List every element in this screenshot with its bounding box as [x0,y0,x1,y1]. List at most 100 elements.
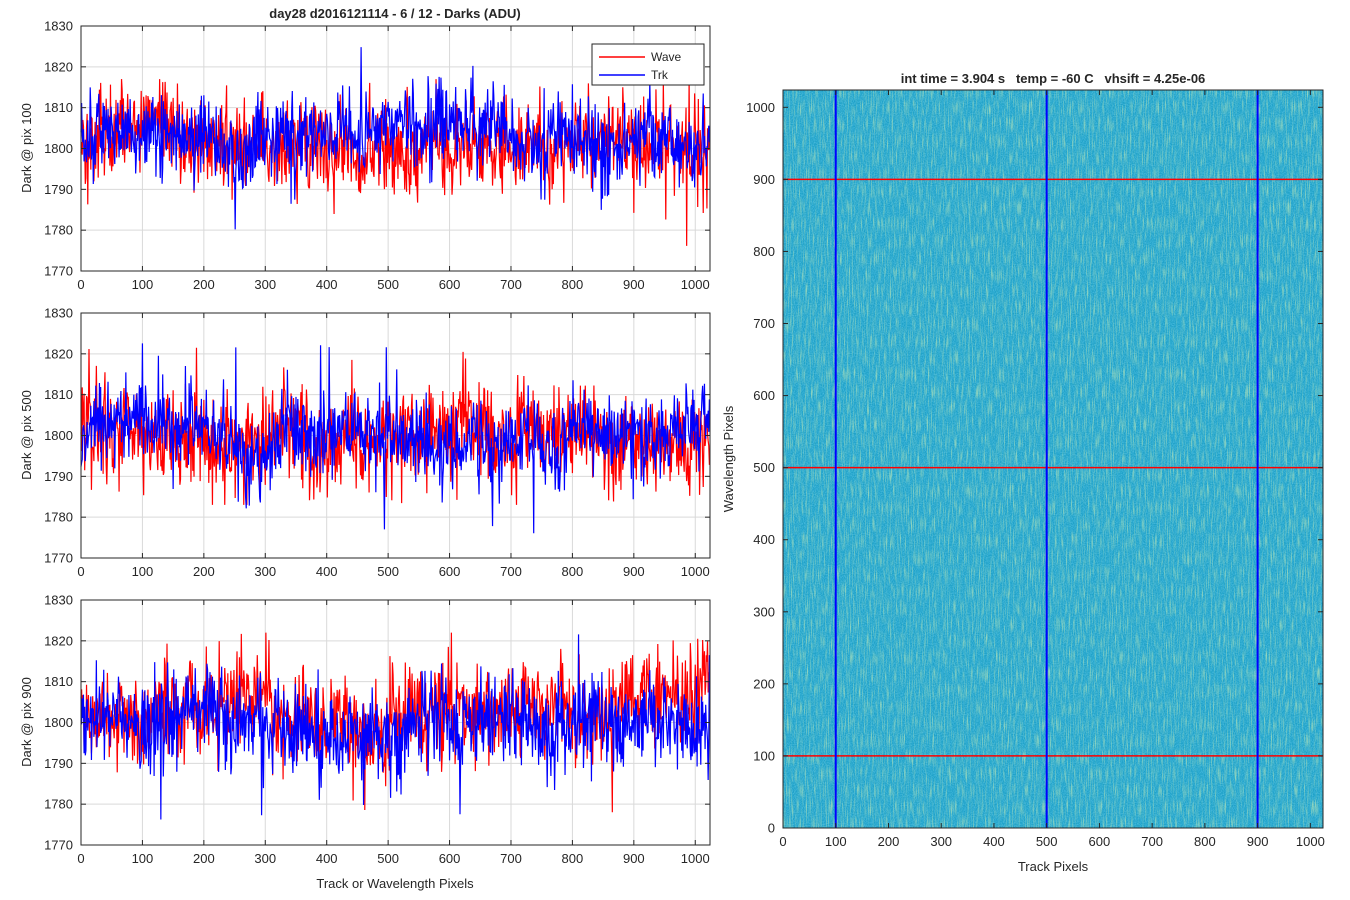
series-trk-line [80,343,710,534]
x-tick-label: 700 [500,564,522,579]
x-tick-label: 400 [316,564,338,579]
y-tick-label: 700 [753,316,775,331]
x-tick-label: 1000 [1296,834,1325,849]
x-tick-label: 1000 [681,564,710,579]
x-tick-label: 600 [439,851,461,866]
y-tick-label: 900 [753,172,775,187]
plot-pix-900: 0 100 200 300 400 500 600 700 800 900 1000 1770 1780… [19,593,711,891]
x-tick-label: 100 [132,564,154,579]
x-tick-label: 500 [377,277,399,292]
x-tick-label: 0 [779,834,786,849]
y-tick-label: 1790 [44,756,73,771]
horizontal-marker-lines [783,178,1323,757]
x-tick-label: 400 [983,834,1005,849]
heatmap-title: int time = 3.904 s temp = -60 C vhsift =… [901,71,1206,86]
panel-title: day28 d2016121114 - 6 / 12 - Darks (ADU) [269,6,520,21]
y-tick-label: 1820 [44,346,73,361]
y-tick-label: 600 [753,388,775,403]
y-tick-label: 1820 [44,59,73,74]
series-lines [80,47,710,246]
x-tick-label: 300 [930,834,952,849]
y-tick-label: 300 [753,604,775,619]
x-tick-label: 200 [193,564,215,579]
x-tick-label: 1000 [681,851,710,866]
y-tick-label: 0 [768,821,775,836]
x-tick-label: 300 [254,564,276,579]
x-tick-label: 900 [1247,834,1269,849]
x-tick-label: 700 [1141,834,1163,849]
ticks: 0 100 200 300 400 500 600 700 800 900 1000 0 100 200 3… [746,90,1325,849]
x-tick-label: 800 [562,277,584,292]
x-tick-label: 0 [77,851,84,866]
x-tick-label: 300 [254,277,276,292]
y-tick-label: 200 [753,676,775,691]
x-tick-label: 200 [193,277,215,292]
x-tick-label: 800 [1194,834,1216,849]
x-tick-label: 1000 [681,277,710,292]
y-tick-label: 1770 [44,264,73,279]
heatmap-axes-box [782,89,1324,829]
y-axis-label: Dark @ pix 100 [19,103,34,193]
y-tick-label: 1000 [746,100,775,115]
heatmap-y-axis-label: Wavelength Pixels [721,405,736,512]
y-tick-label: 1790 [44,182,73,197]
y-tick-label: 1770 [44,838,73,853]
x-tick-label: 700 [500,277,522,292]
heatmap-x-axis-label: Track Pixels [1018,859,1089,874]
y-tick-label: 100 [753,748,775,763]
x-tick-label: 900 [623,564,645,579]
x-tick-label: 100 [825,834,847,849]
y-axis-label: Dark @ pix 900 [19,677,34,767]
x-tick-label: 600 [439,564,461,579]
x-tick-label: 500 [377,851,399,866]
legend-trk-label: Trk [651,68,669,82]
plot-pix-100: 0 100 200 300 400 500 600 700 800 900 1000 1770 1780… [19,6,711,292]
y-tick-label: 400 [753,532,775,547]
x-tick-label: 600 [1089,834,1111,849]
x-tick-label: 900 [623,851,645,866]
y-tick-label: 1810 [44,674,73,689]
x-tick-label: 0 [77,564,84,579]
y-tick-label: 1800 [44,141,73,156]
x-tick-label: 800 [562,851,584,866]
x-tick-label: 100 [132,277,154,292]
x-tick-label: 400 [316,851,338,866]
ticks: 0 100 200 300 400 500 600 700 800 900 1000 1770 1780… [44,19,710,292]
legend: Wave Trk [591,43,705,86]
y-tick-label: 1780 [44,797,73,812]
ticks: 0 100 200 300 400 500 600 700 800 900 1000 1770 1780… [44,306,710,579]
y-tick-label: 1810 [44,387,73,402]
x-tick-label: 400 [316,277,338,292]
y-tick-label: 800 [753,244,775,259]
plot-pix-500: 0 100 200 300 400 500 600 700 800 900 1000 1770 1780… [19,306,711,579]
x-tick-label: 200 [193,851,215,866]
x-tick-label: 800 [562,564,584,579]
x-tick-label: 900 [623,277,645,292]
vertical-marker-lines [834,90,1259,828]
x-tick-label: 200 [878,834,900,849]
x-tick-label: 0 [77,277,84,292]
ticks: 0 100 200 300 400 500 600 700 800 900 1000 1770 1780… [44,593,710,866]
y-tick-label: 1820 [44,633,73,648]
y-tick-label: 1830 [44,19,73,34]
y-tick-label: 1810 [44,100,73,115]
x-tick-label: 500 [377,564,399,579]
series-wave-line [80,79,710,246]
heatmap-texture-streaks [783,90,1323,828]
x-tick-label: 600 [439,277,461,292]
y-axis-label: Dark @ pix 500 [19,390,34,480]
x-tick-label: 300 [254,851,276,866]
x-tick-label: 100 [132,851,154,866]
series-trk-line [80,47,710,230]
legend-wave-label: Wave [651,50,682,64]
y-tick-label: 1770 [44,551,73,566]
y-tick-label: 1830 [44,593,73,608]
legend-box [591,43,705,86]
series-trk-line [80,634,710,820]
y-tick-label: 1780 [44,223,73,238]
dark-frame-heatmap: 0 100 200 300 400 500 600 700 800 900 1000 0 100 200 3… [721,71,1325,874]
y-tick-label: 1780 [44,510,73,525]
y-tick-label: 500 [753,460,775,475]
y-tick-label: 1800 [44,715,73,730]
